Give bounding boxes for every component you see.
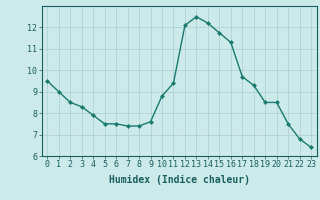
X-axis label: Humidex (Indice chaleur): Humidex (Indice chaleur): [109, 175, 250, 185]
